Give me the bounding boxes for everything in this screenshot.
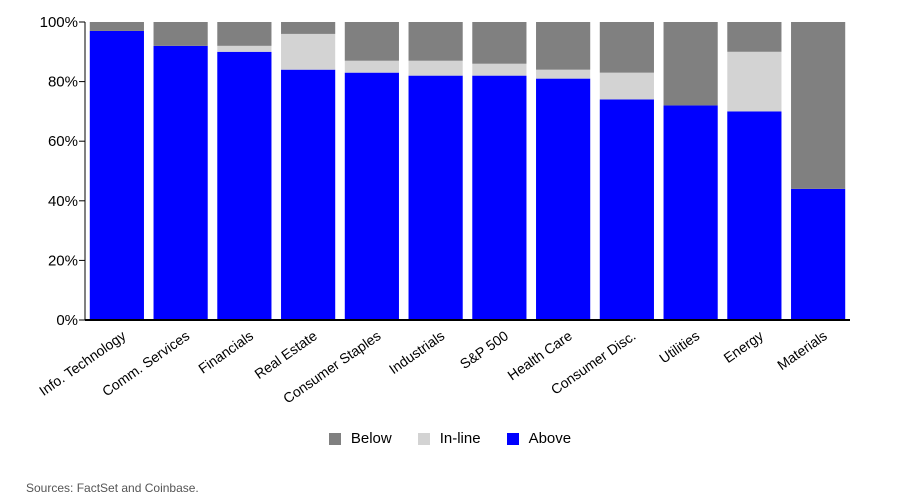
bar-segment-in-line — [599, 72, 654, 100]
bar-segment-above — [217, 51, 272, 321]
x-tick-label: Utilities — [656, 327, 702, 366]
x-tick-label: Energy — [721, 327, 767, 366]
legend-swatch-above — [506, 432, 519, 445]
bar-segment-below — [599, 22, 654, 73]
bar-segment-above — [791, 188, 846, 320]
x-tick-label: Financials — [195, 327, 256, 376]
bar-segment-below — [663, 22, 718, 106]
bar-segment-above — [663, 105, 718, 320]
bar-segment-above — [89, 30, 144, 320]
y-axis: 0% 20% 40% 60% 80% 100% — [40, 14, 86, 329]
source-note: Sources: FactSet and Coinbase. — [26, 481, 199, 495]
bar-segment-in-line — [344, 60, 399, 73]
legend: Below In-line Above — [0, 430, 900, 447]
bar-segment-below — [89, 22, 144, 31]
bar-segment-below — [217, 22, 272, 46]
y-tick-label: 80% — [48, 74, 78, 91]
x-tick-label: Industrials — [386, 327, 447, 377]
legend-swatch-inline — [417, 432, 430, 445]
y-tick-label: 20% — [48, 252, 78, 269]
bar-segment-below — [153, 22, 208, 46]
bar-segment-above — [727, 111, 782, 321]
legend-item-above: Above — [506, 430, 572, 447]
legend-label-inline: In-line — [439, 430, 481, 447]
y-tick-label: 40% — [48, 193, 78, 210]
bar-segment-above — [408, 75, 463, 320]
bar-segment-above — [153, 45, 208, 321]
bar-segment-above — [472, 75, 527, 320]
bar-segment-below — [536, 22, 591, 70]
bar-segment-below — [344, 22, 399, 61]
bars-group — [89, 22, 846, 321]
bar-segment-in-line — [217, 45, 272, 52]
bar-segment-above — [599, 99, 654, 320]
legend-swatch-below — [328, 432, 341, 445]
bar-segment-below — [281, 22, 336, 34]
bar-segment-below — [408, 22, 463, 61]
legend-item-below: Below — [328, 430, 392, 447]
bar-segment-in-line — [281, 33, 336, 70]
bar-segment-below — [472, 22, 527, 64]
legend-label-below: Below — [350, 430, 392, 447]
y-tick-label: 0% — [56, 312, 78, 329]
bar-segment-in-line — [472, 63, 527, 76]
x-tick-label: S&P 500 — [457, 327, 511, 372]
bar-segment-in-line — [727, 51, 782, 112]
y-tick-label: 100% — [40, 14, 78, 31]
bar-segment-in-line — [408, 60, 463, 76]
legend-item-inline: In-line — [417, 430, 481, 447]
legend-label-above: Above — [528, 430, 572, 447]
bar-segment-below — [727, 22, 782, 52]
y-tick-label: 60% — [48, 133, 78, 150]
bar-segment-in-line — [536, 69, 591, 79]
bar-segment-above — [281, 69, 336, 321]
x-tick-label: Materials — [774, 327, 830, 373]
bar-segment-above — [536, 78, 591, 321]
bar-segment-above — [344, 72, 399, 320]
bar-segment-below — [791, 22, 846, 189]
